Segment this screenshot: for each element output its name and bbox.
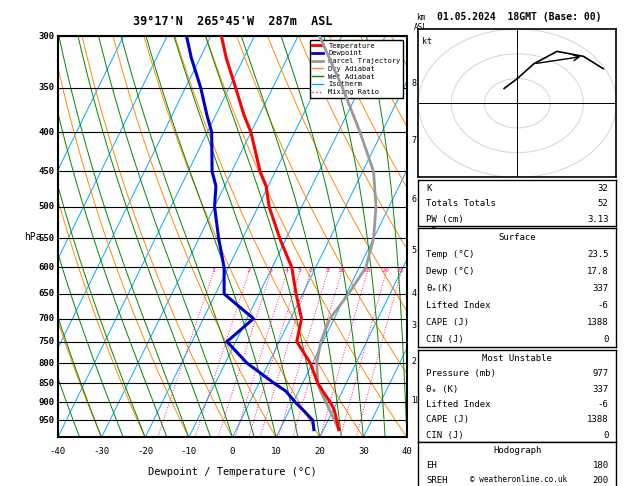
Text: Dewp (°C): Dewp (°C) [426,267,475,277]
Text: 3: 3 [269,268,272,273]
Text: 337: 337 [593,284,608,294]
Text: 2: 2 [247,268,250,273]
Text: -20: -20 [137,448,153,456]
Text: PW (cm): PW (cm) [426,214,464,224]
Text: 850: 850 [38,379,54,388]
Text: -6: -6 [598,301,608,311]
Text: θₑ(K): θₑ(K) [426,284,453,294]
Text: 700: 700 [38,314,54,323]
Text: 6: 6 [411,195,416,204]
Text: 3: 3 [411,321,416,330]
Text: 950: 950 [38,416,54,425]
Text: 39°17'N  265°45'W  287m  ASL: 39°17'N 265°45'W 287m ASL [133,16,332,29]
Text: 800: 800 [38,359,54,367]
Text: K: K [426,184,431,193]
Text: 4: 4 [285,268,289,273]
Text: 500: 500 [38,202,54,211]
Text: km
ASL: km ASL [414,13,428,33]
Text: θₑ (K): θₑ (K) [426,384,459,394]
Text: 32: 32 [598,184,608,193]
Text: 1388: 1388 [587,318,608,328]
Text: 7: 7 [411,136,416,145]
Text: SREH: SREH [426,476,448,485]
Text: 20: 20 [382,268,390,273]
Text: Lifted Index: Lifted Index [426,301,491,311]
Text: 750: 750 [38,337,54,346]
Text: CAPE (J): CAPE (J) [426,416,469,424]
Text: Hodograph: Hodograph [493,446,542,455]
Text: EH: EH [426,461,437,470]
Text: 6: 6 [308,268,312,273]
Text: Lifted Index: Lifted Index [426,400,491,409]
Text: -10: -10 [181,448,197,456]
Text: 15: 15 [363,268,371,273]
Text: 550: 550 [38,234,54,243]
Text: 2: 2 [411,357,416,365]
Text: 400: 400 [38,128,54,137]
Text: Pressure (mb): Pressure (mb) [426,369,496,378]
Text: 52: 52 [598,199,608,208]
Text: 1388: 1388 [587,416,608,424]
Text: 300: 300 [38,32,54,41]
Text: 30: 30 [358,448,369,456]
Text: 20: 20 [314,448,325,456]
Text: 8: 8 [411,79,416,88]
Text: CIN (J): CIN (J) [426,335,464,345]
Text: Surface: Surface [499,233,536,243]
Text: 17.8: 17.8 [587,267,608,277]
Text: Dewpoint / Temperature (°C): Dewpoint / Temperature (°C) [148,468,317,477]
Text: Totals Totals: Totals Totals [426,199,496,208]
Text: 10: 10 [337,268,345,273]
Text: 40: 40 [401,448,413,456]
Text: 3.13: 3.13 [587,214,608,224]
Text: Temp (°C): Temp (°C) [426,250,475,260]
Text: 350: 350 [38,83,54,92]
Text: Mixing Ratio (g/kg): Mixing Ratio (g/kg) [430,193,440,281]
Text: 8: 8 [326,268,330,273]
Text: 977: 977 [593,369,608,378]
Text: 01.05.2024  18GMT (Base: 00): 01.05.2024 18GMT (Base: 00) [437,12,601,22]
Text: 180: 180 [593,461,608,470]
Text: -30: -30 [94,448,109,456]
Text: CAPE (J): CAPE (J) [426,318,469,328]
Text: 23.5: 23.5 [587,250,608,260]
Text: 200: 200 [593,476,608,485]
Text: 1: 1 [211,268,215,273]
Text: 0: 0 [603,431,608,440]
Text: -40: -40 [50,448,66,456]
Legend: Temperature, Dewpoint, Parcel Trajectory, Dry Adiabat, Wet Adiabat, Isotherm, Mi: Temperature, Dewpoint, Parcel Trajectory… [309,40,403,98]
Text: 25: 25 [397,268,405,273]
Text: 600: 600 [38,263,54,272]
Text: 0: 0 [230,448,235,456]
Text: -6: -6 [598,400,608,409]
Text: 5: 5 [298,268,301,273]
Text: CIN (J): CIN (J) [426,431,464,440]
Text: 10: 10 [270,448,281,456]
Text: Most Unstable: Most Unstable [482,354,552,363]
Text: 450: 450 [38,167,54,176]
Text: 650: 650 [38,290,54,298]
Text: 0: 0 [603,335,608,345]
Text: kt: kt [421,36,431,46]
Text: 900: 900 [38,398,54,407]
Text: 1LCL: 1LCL [411,396,430,405]
Text: 337: 337 [593,384,608,394]
Text: hPa: hPa [25,232,42,242]
Text: 4: 4 [411,290,416,298]
Text: 5: 5 [411,246,416,255]
Text: © weatheronline.co.uk: © weatheronline.co.uk [470,474,567,484]
